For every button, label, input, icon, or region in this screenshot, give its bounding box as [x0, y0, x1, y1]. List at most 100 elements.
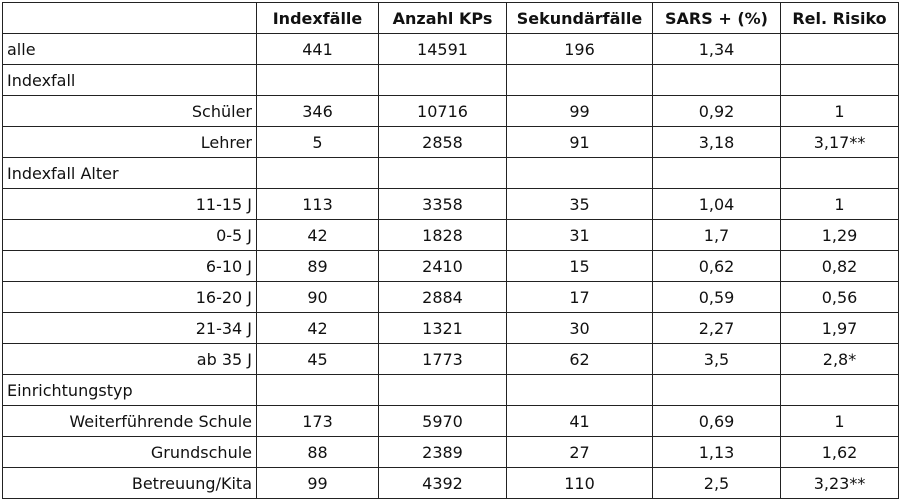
sars-positive-cell [652, 374, 781, 406]
sekundaerfaelle-cell: 196 [506, 33, 653, 65]
rel-risiko-cell: 2,8* [780, 343, 899, 375]
table-row: Betreuung/Kita 99 4392 110 2,5 3,23** [2, 467, 899, 499]
header-cell-indexfaelle: Indexfälle [256, 2, 379, 34]
row-label-cell: ab 35 J [2, 343, 257, 375]
table-row: Grundschule 88 2389 27 1,13 1,62 [2, 436, 899, 468]
row-label-cell: Grundschule [2, 436, 257, 468]
sars-positive-cell [652, 64, 781, 96]
indexfaelle-cell: 113 [256, 188, 379, 220]
sars-positive-cell: 3,18 [652, 126, 781, 158]
indexfaelle-cell [256, 157, 379, 189]
sars-positive-cell: 1,13 [652, 436, 781, 468]
indexfaelle-cell: 441 [256, 33, 379, 65]
header-cell-sars-positive: SARS + (%) [652, 2, 781, 34]
rel-risiko-cell: 1,62 [780, 436, 899, 468]
row-label-cell: Schüler [2, 95, 257, 127]
sekundaerfaelle-cell: 91 [506, 126, 653, 158]
sars-positive-cell: 1,04 [652, 188, 781, 220]
rel-risiko-cell: 1 [780, 95, 899, 127]
rel-risiko-cell [780, 374, 899, 406]
sars-positive-cell [652, 157, 781, 189]
indexfaelle-cell [256, 64, 379, 96]
row-label-cell: 11-15 J [2, 188, 257, 220]
table-row: 0-5 J 42 1828 31 1,7 1,29 [2, 219, 899, 251]
sars-positive-cell: 0,62 [652, 250, 781, 282]
anzahl-kps-cell: 5970 [378, 405, 507, 437]
sekundaerfaelle-cell: 30 [506, 312, 653, 344]
sekundaerfaelle-cell: 31 [506, 219, 653, 251]
table-row: Lehrer 5 2858 91 3,18 3,17** [2, 126, 899, 158]
table-row: Schüler 346 10716 99 0,92 1 [2, 95, 899, 127]
rel-risiko-cell: 0,82 [780, 250, 899, 282]
row-label-cell: Weiterführende Schule [2, 405, 257, 437]
header-cell-label [2, 2, 257, 34]
row-label-cell: 0-5 J [2, 219, 257, 251]
indexfaelle-cell: 346 [256, 95, 379, 127]
group-label-cell: Indexfall Alter [2, 157, 257, 189]
table-row: 16-20 J 90 2884 17 0,59 0,56 [2, 281, 899, 313]
table-row: alle 441 14591 196 1,34 [2, 33, 899, 65]
sars-positive-cell: 2,5 [652, 467, 781, 499]
header-cell-sekundaerfaelle: Sekundärfälle [506, 2, 653, 34]
anzahl-kps-cell: 2884 [378, 281, 507, 313]
sekundaerfaelle-cell: 110 [506, 467, 653, 499]
indexfaelle-cell: 5 [256, 126, 379, 158]
group-label-cell: Einrichtungstyp [2, 374, 257, 406]
indexfaelle-cell: 99 [256, 467, 379, 499]
anzahl-kps-cell: 3358 [378, 188, 507, 220]
anzahl-kps-cell: 14591 [378, 33, 507, 65]
sekundaerfaelle-cell [506, 64, 653, 96]
rel-risiko-cell: 1,97 [780, 312, 899, 344]
sars-positive-cell: 2,27 [652, 312, 781, 344]
table-row: Einrichtungstyp [2, 374, 899, 406]
anzahl-kps-cell: 10716 [378, 95, 507, 127]
sekundaerfaelle-cell: 15 [506, 250, 653, 282]
row-label-cell: 6-10 J [2, 250, 257, 282]
rel-risiko-cell: 3,23** [780, 467, 899, 499]
row-label-cell: Betreuung/Kita [2, 467, 257, 499]
sekundaerfaelle-cell: 27 [506, 436, 653, 468]
anzahl-kps-cell [378, 157, 507, 189]
table-row: 21-34 J 42 1321 30 2,27 1,97 [2, 312, 899, 344]
rel-risiko-cell: 1,29 [780, 219, 899, 251]
group-label-cell: Indexfall [2, 64, 257, 96]
indexfaelle-cell [256, 374, 379, 406]
indexfaelle-cell: 173 [256, 405, 379, 437]
indexfaelle-cell: 42 [256, 312, 379, 344]
sars-positive-cell: 3,5 [652, 343, 781, 375]
indexfaelle-cell: 45 [256, 343, 379, 375]
rel-risiko-cell: 3,17** [780, 126, 899, 158]
anzahl-kps-cell: 4392 [378, 467, 507, 499]
table-body: alle 441 14591 196 1,34 Indexfall Schüler 346 10… [2, 33, 899, 499]
table-row: Indexfall [2, 64, 899, 96]
anzahl-kps-cell: 2389 [378, 436, 507, 468]
sars-positive-cell: 1,34 [652, 33, 781, 65]
anzahl-kps-cell [378, 374, 507, 406]
anzahl-kps-cell [378, 64, 507, 96]
sekundaerfaelle-cell: 99 [506, 95, 653, 127]
sekundaerfaelle-cell: 41 [506, 405, 653, 437]
rel-risiko-cell: 1 [780, 188, 899, 220]
rel-risiko-cell: 0,56 [780, 281, 899, 313]
sars-positive-cell: 0,92 [652, 95, 781, 127]
indexfaelle-cell: 42 [256, 219, 379, 251]
anzahl-kps-cell: 1773 [378, 343, 507, 375]
sekundaerfaelle-cell [506, 374, 653, 406]
rel-risiko-cell: 1 [780, 405, 899, 437]
table-row: ab 35 J 45 1773 62 3,5 2,8* [2, 343, 899, 375]
row-label-cell: 16-20 J [2, 281, 257, 313]
sars-positive-cell: 1,7 [652, 219, 781, 251]
rel-risiko-cell [780, 64, 899, 96]
table-row: 11-15 J 113 3358 35 1,04 1 [2, 188, 899, 220]
anzahl-kps-cell: 1828 [378, 219, 507, 251]
row-label-cell: Lehrer [2, 126, 257, 158]
header-row: Indexfälle Anzahl KPs Sekundärfälle SARS… [2, 2, 899, 34]
sekundaerfaelle-cell: 35 [506, 188, 653, 220]
sars-positive-cell: 0,59 [652, 281, 781, 313]
anzahl-kps-cell: 2410 [378, 250, 507, 282]
table-header: Indexfälle Anzahl KPs Sekundärfälle SARS… [2, 2, 899, 34]
indexfaelle-cell: 90 [256, 281, 379, 313]
indexfaelle-cell: 88 [256, 436, 379, 468]
table-row: Weiterführende Schule 173 5970 41 0,69 1 [2, 405, 899, 437]
header-cell-anzahl-kps: Anzahl KPs [378, 2, 507, 34]
